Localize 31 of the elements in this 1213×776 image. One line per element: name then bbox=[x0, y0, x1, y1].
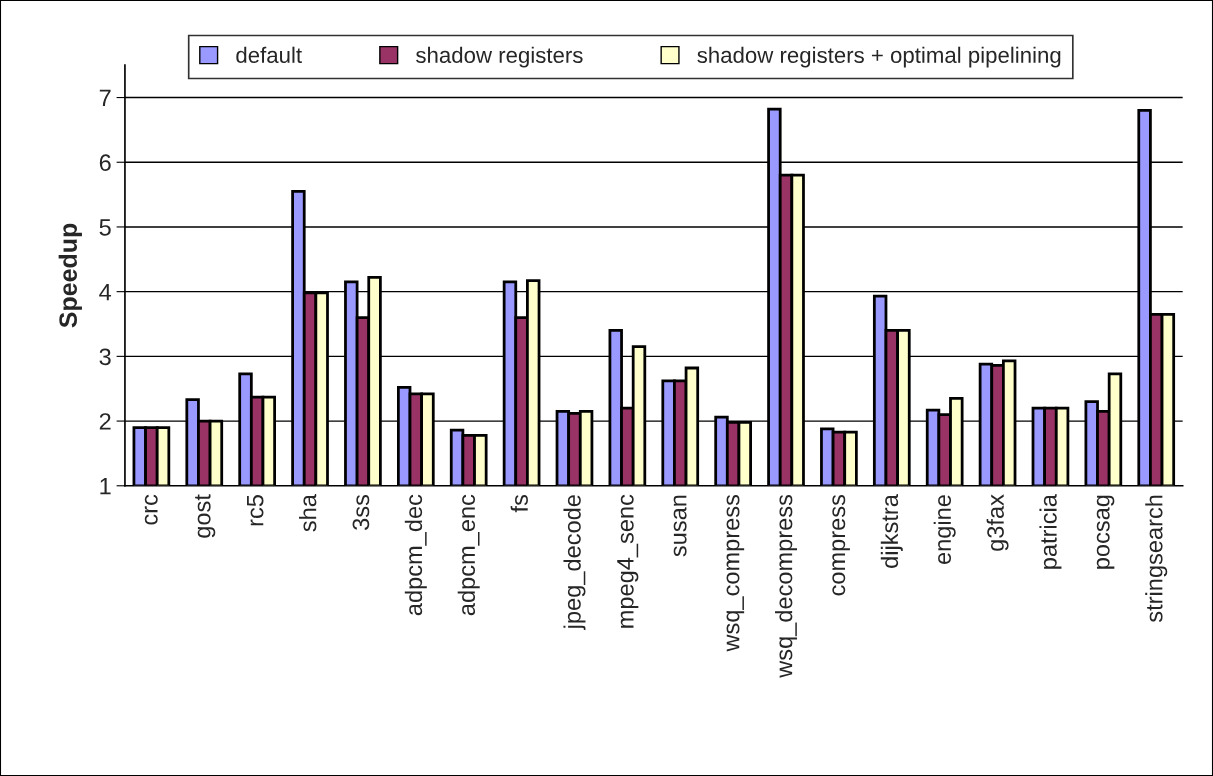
x-tick-label: wsq_compress bbox=[726, 494, 745, 652]
x-tick-label: jpeg_decode bbox=[563, 495, 586, 630]
x-tick-label: mpeg4_senc bbox=[617, 494, 639, 628]
x-tick-label: 3ss bbox=[352, 494, 370, 530]
x-tick-label: dijkstra bbox=[880, 494, 903, 568]
y-tick-label: 3 bbox=[99, 348, 111, 366]
x-tick-label: susan bbox=[673, 495, 687, 557]
x-tick-label: compress bbox=[832, 494, 850, 596]
x-tick-label: adpcm_enc bbox=[457, 494, 480, 616]
y-tick-label: 1 bbox=[100, 478, 111, 495]
x-tick-label: sha bbox=[299, 494, 317, 532]
x-tick-label: pocsag bbox=[1096, 495, 1115, 569]
x-tick-label: patricia bbox=[1039, 494, 1062, 569]
x-tick-label: crc bbox=[144, 494, 158, 525]
x-tick-label: stringsearch bbox=[1145, 495, 1168, 623]
y-tick-label: 5 bbox=[99, 219, 111, 236]
y-tick-label: 2 bbox=[99, 413, 111, 430]
x-tick-label: g3fax bbox=[986, 494, 1009, 551]
y-tick-label: 7 bbox=[99, 89, 111, 107]
x-tick-label: gost bbox=[195, 494, 216, 538]
x-tick-label: engine bbox=[933, 495, 956, 564]
y-tick-label: 4 bbox=[99, 283, 112, 301]
x-tick-label: wsq_decompress bbox=[775, 494, 798, 678]
x-tick-label: rc5 bbox=[247, 495, 264, 526]
y-axis-title: Speedup bbox=[58, 223, 82, 328]
legend-label: shadow registers bbox=[416, 46, 583, 68]
x-tick-label: adpcm_dec bbox=[404, 494, 427, 616]
legend-label: default bbox=[236, 46, 302, 64]
x-tick-label: fs bbox=[510, 494, 528, 513]
y-tick-label: 6 bbox=[99, 154, 111, 172]
legend-label: shadow registers + optimal pipelining bbox=[697, 46, 1061, 68]
